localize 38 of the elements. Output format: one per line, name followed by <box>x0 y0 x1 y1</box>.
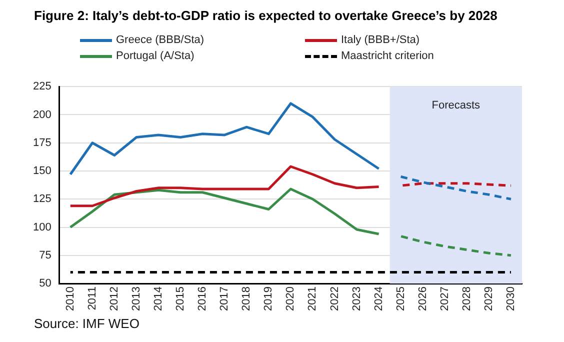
x-tick-label: 2029 <box>482 286 495 312</box>
source-note: Source: IMF WEO <box>34 316 140 331</box>
legend-label: Greece (BBB/Sta) <box>116 34 204 46</box>
x-tick-label: 2018 <box>240 286 253 312</box>
line-series <box>400 175 512 200</box>
x-tick-label: 2028 <box>460 286 473 312</box>
x-tick-label: 2027 <box>438 286 451 312</box>
x-tick-label: 2017 <box>218 286 231 312</box>
x-tick-label: 2016 <box>196 286 209 312</box>
x-tick-label: 2022 <box>328 286 341 312</box>
x-tick-label: 2025 <box>394 286 407 312</box>
x-tick-label: 2015 <box>174 286 187 312</box>
x-tick-label: 2026 <box>416 286 429 312</box>
line-series <box>400 235 512 257</box>
legend-label: Italy (BBB+/Sta) <box>341 34 420 46</box>
x-tick-label: 2011 <box>86 286 98 310</box>
x-tick-label: 2013 <box>130 286 142 312</box>
x-tick-label: 2020 <box>284 286 297 312</box>
y-tick-label: 75 <box>39 249 52 262</box>
legend-label: Portugal (A/Sta) <box>116 50 194 62</box>
y-tick-label: 200 <box>32 108 52 121</box>
x-tick-label: 2010 <box>64 286 76 312</box>
x-tick-label: 2014 <box>152 286 165 312</box>
chart-title: Figure 2: Italy’s debt-to-GDP ratio is expected to overtake Greece’s by 2028 <box>34 8 498 23</box>
x-tick-label: 2019 <box>262 286 275 312</box>
band-label: Forecasts <box>432 100 481 112</box>
y-tick-label: 175 <box>32 136 52 149</box>
y-tick-label: 225 <box>32 80 52 93</box>
x-tick-label: 2021 <box>306 286 319 312</box>
y-tick-label: 100 <box>32 221 52 234</box>
legend-label: Maastricht criterion <box>341 50 434 62</box>
x-tick-label: 2024 <box>372 286 385 312</box>
y-tick-label: 50 <box>39 278 52 290</box>
x-tick-label: 2023 <box>350 286 363 312</box>
y-tick-label: 125 <box>32 193 52 206</box>
x-tick-label: 2030 <box>505 286 518 312</box>
y-tick-label: 150 <box>32 165 52 178</box>
x-tick-label: 2012 <box>108 286 120 312</box>
